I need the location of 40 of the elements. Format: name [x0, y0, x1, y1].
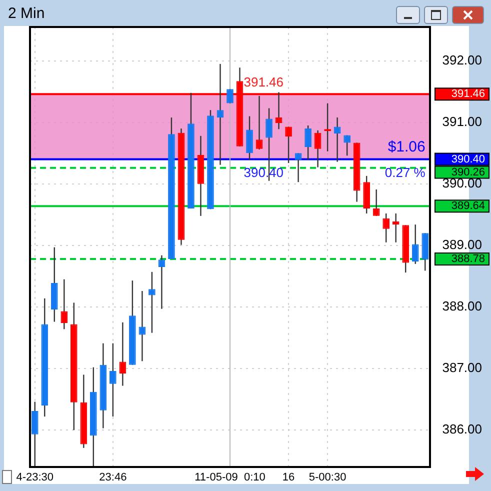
candlestick	[31, 401, 38, 468]
x-tick-label: 5-00:30	[308, 472, 346, 484]
candlestick	[344, 134, 350, 156]
candlestick	[382, 212, 390, 243]
candlestick	[138, 290, 146, 362]
y-tick-label: 390.00	[442, 176, 482, 190]
ref-line-label: 390.26	[451, 166, 486, 178]
y-tick-label: 388.00	[442, 298, 482, 314]
candlestick	[285, 126, 292, 164]
y-tick-label: 392.00	[442, 52, 482, 68]
y-tick-label: 386.00	[442, 422, 482, 437]
x-tick-label: 4-23:30	[16, 472, 54, 484]
x-tick-label: 11-05-09 0:10	[194, 472, 266, 484]
candlestick	[314, 130, 322, 168]
chart-title: 2 Min	[8, 4, 45, 24]
ref-line-label: 391.46	[451, 88, 486, 100]
candlestick	[392, 212, 400, 243]
candlestick	[110, 342, 116, 418]
ref-line-label: 390.40	[451, 153, 486, 166]
y-tick-label: 387.00	[442, 360, 482, 376]
candlestick	[246, 116, 253, 161]
candlestick	[216, 63, 224, 166]
annotation: $1.06	[388, 138, 426, 156]
candlestick	[158, 254, 166, 310]
candlestick	[148, 271, 156, 334]
x-tick-label: 23:46	[99, 472, 127, 484]
candlestick	[304, 124, 312, 161]
y-tick-label: 391.00	[442, 114, 482, 129]
candlestick	[60, 278, 68, 330]
candlestick	[372, 188, 380, 217]
x-tick-label: 16	[282, 472, 295, 484]
annotation: 391.46	[244, 74, 284, 90]
y-tick-label: 389.00	[442, 237, 482, 252]
annotation: 0.27 %	[384, 164, 426, 180]
ref-line-label: 388.78	[451, 253, 486, 266]
candlestick	[294, 152, 302, 183]
candlestick	[412, 224, 419, 265]
ref-line-label: 389.64	[451, 200, 486, 212]
candlestick	[119, 322, 126, 386]
candlestick	[334, 116, 341, 162]
